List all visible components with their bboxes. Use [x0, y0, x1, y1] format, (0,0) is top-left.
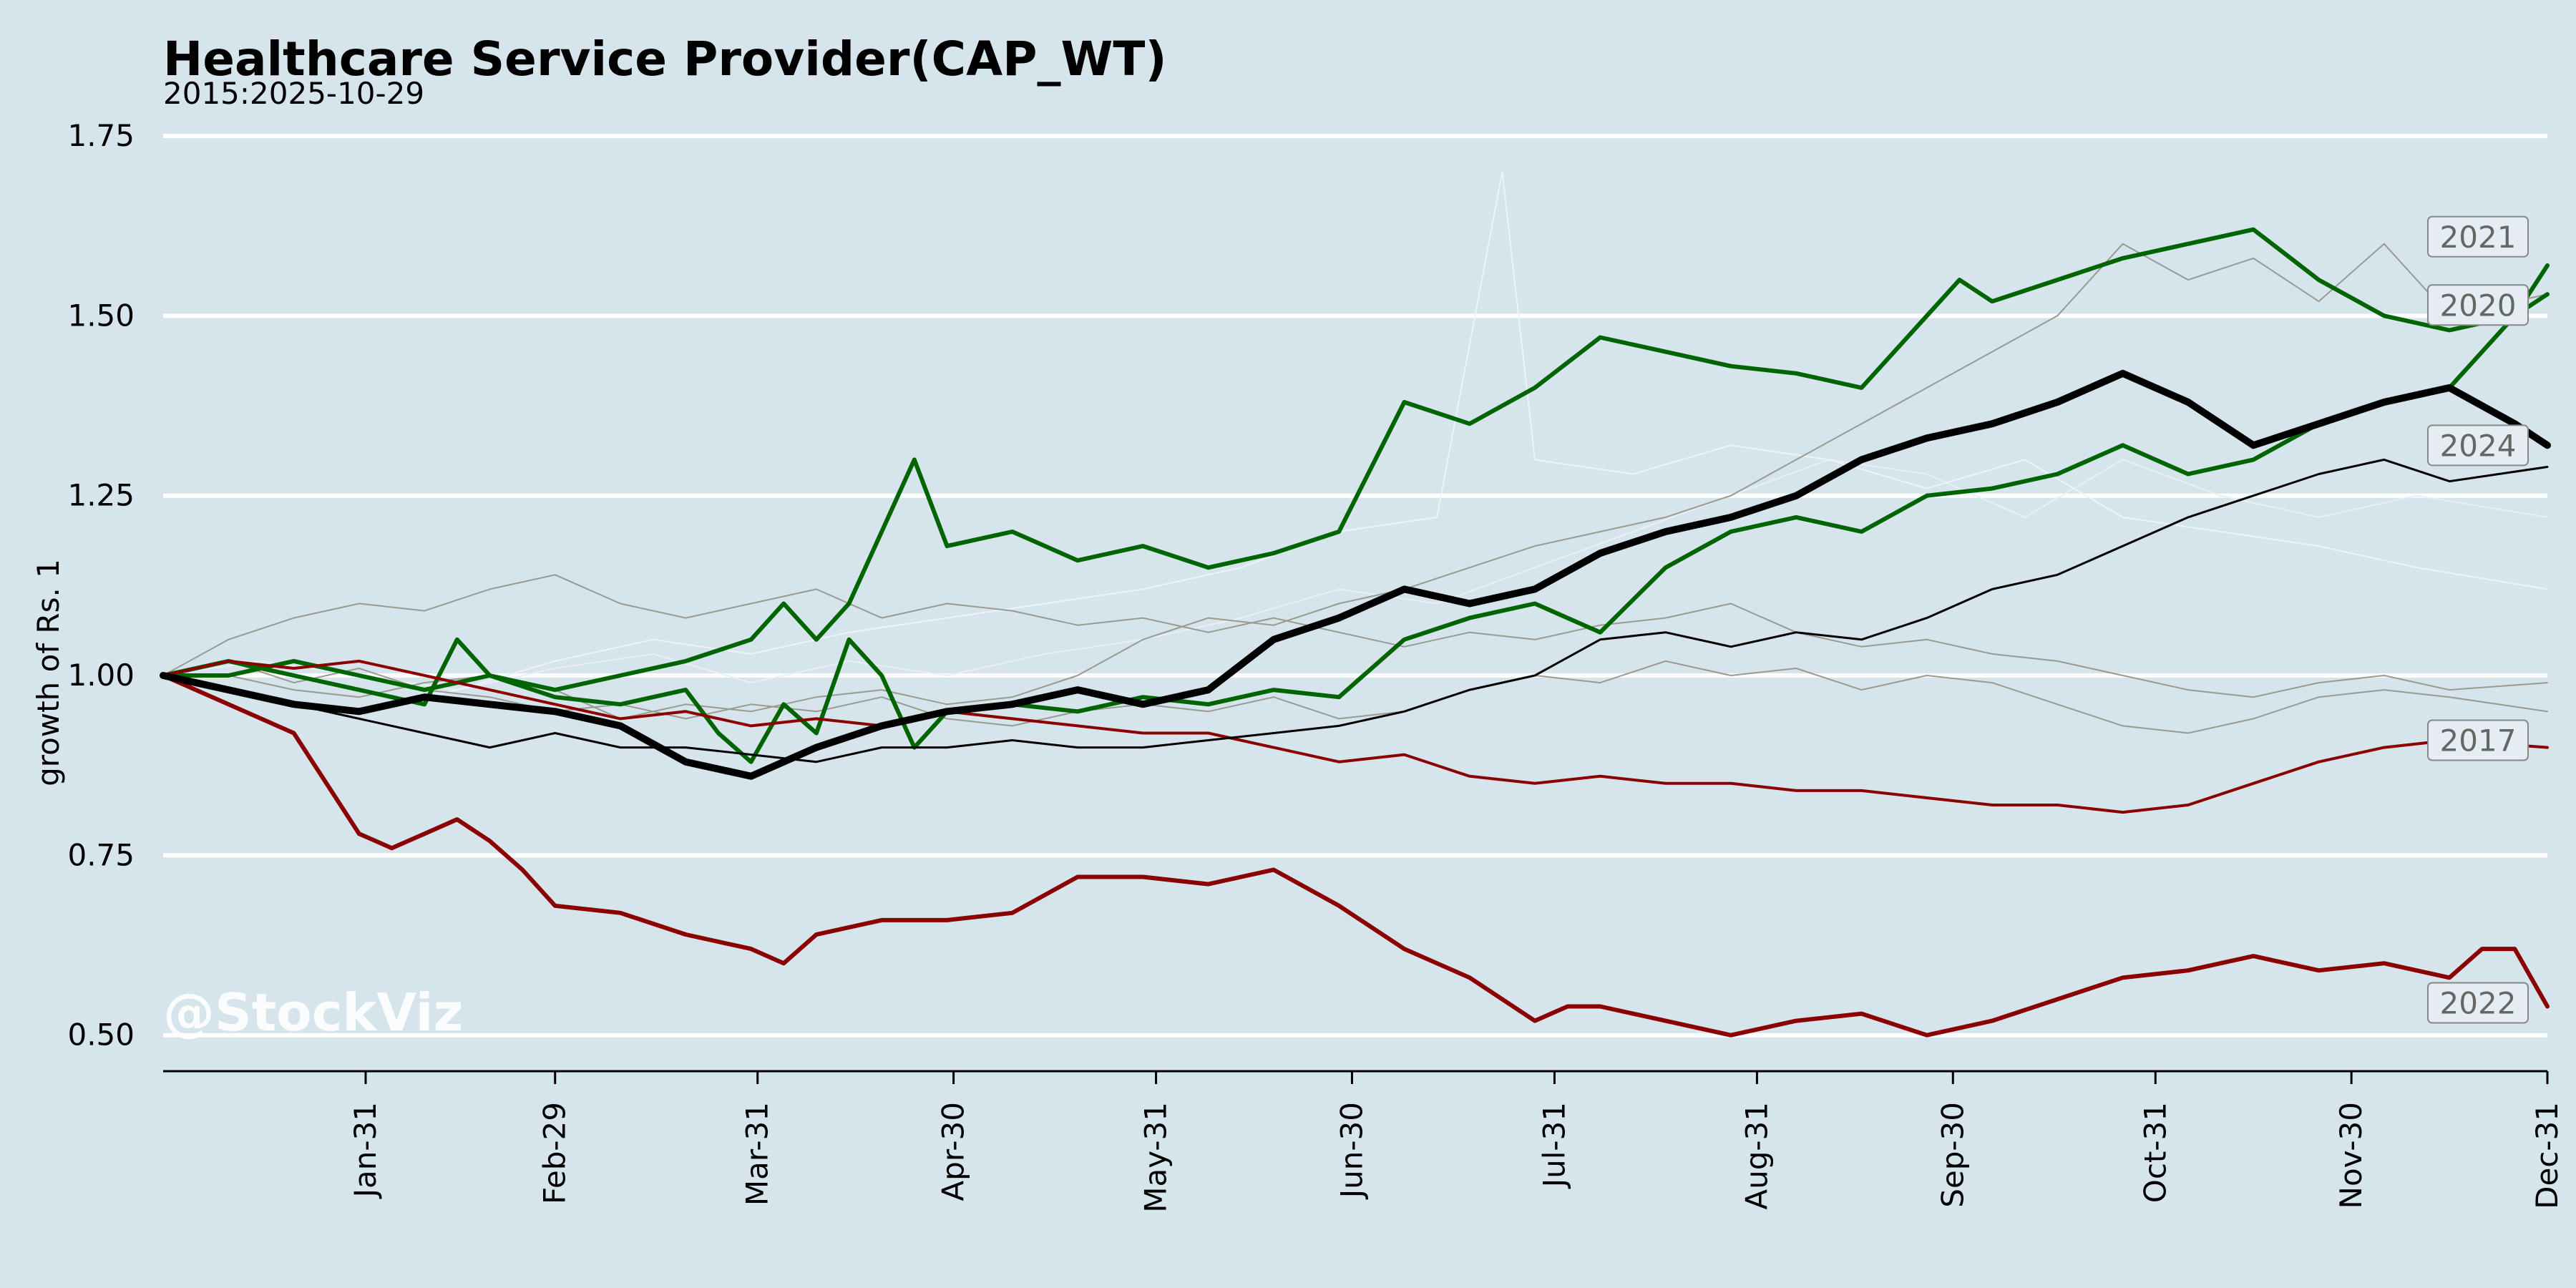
end-label-2021: 2021: [2427, 215, 2529, 258]
end-label-text: 2022: [2440, 985, 2517, 1020]
x-tick-label: Aug-31: [1739, 1102, 1774, 1210]
end-label-text: 2017: [2440, 723, 2517, 758]
series-line-2015: [162, 459, 2548, 691]
x-tick-label: Jul-31: [1536, 1102, 1571, 1189]
x-tick-label: Sep-30: [1935, 1102, 1970, 1208]
x-tick-label: Oct-31: [2137, 1102, 2172, 1203]
end-label-2024: 2024: [2427, 424, 2529, 467]
series-line-2018: [162, 574, 2548, 698]
y-tick-label: 1.75: [67, 118, 135, 153]
x-tick-label: Dec-31: [2529, 1102, 2565, 1209]
grid-lines: 0.50 0.75 1.00 1.25 1.50 1.75: [67, 118, 2547, 1053]
end-label-2020: 2020: [2427, 284, 2529, 326]
x-tick-label: Jan-31: [348, 1102, 383, 1199]
series-line-2024: [162, 458, 2549, 763]
series-line-2021: [161, 227, 2550, 693]
end-label-box: [2427, 284, 2529, 326]
end-label-text: 2021: [2440, 220, 2517, 255]
end-label-box: [2427, 424, 2529, 467]
end-label-box: [2427, 215, 2529, 258]
y-tick-label: 1.50: [67, 298, 135, 333]
x-tick-label: Feb-29: [537, 1102, 572, 1204]
x-tick-label: Mar-31: [740, 1102, 775, 1206]
x-axis: Jan-31 Feb-29 Mar-31 Apr-30 May-31 Jun-30 Jul-…: [163, 1070, 2565, 1213]
end-label-box: [2427, 982, 2529, 1024]
series-line-2016: [162, 171, 2548, 713]
x-tick-label: Apr-30: [936, 1102, 971, 1201]
end-label-text: 2020: [2440, 288, 2517, 323]
end-label-text: 2024: [2440, 428, 2517, 463]
series-lines: [160, 171, 2551, 1038]
chart-title: Healthcare Service Provider(CAP_WT): [163, 31, 1167, 87]
y-tick-label: 0.75: [67, 837, 135, 872]
end-labels: 2017 2020 2021 2022 2024: [2427, 215, 2529, 1024]
end-label-2022: 2022: [2427, 982, 2529, 1024]
y-tick-label: 0.50: [67, 1018, 135, 1053]
y-axis-label: growth of Rs. 1: [31, 559, 66, 786]
y-tick-label: 1.25: [67, 478, 135, 513]
x-tick-label: May-31: [1138, 1102, 1174, 1213]
chart-subtitle: 2015:2025-10-29: [163, 76, 424, 111]
series-line-2020: [161, 292, 2550, 764]
watermark: @StockViz: [163, 982, 463, 1043]
end-label-box: [2427, 719, 2529, 761]
end-label-2017: 2017: [2427, 719, 2529, 761]
series-line-2022: [161, 673, 2550, 1038]
x-tick-label: Jun-30: [1334, 1102, 1369, 1200]
x-tick-label: Nov-30: [2333, 1102, 2368, 1209]
series-line-2025: [160, 369, 2551, 780]
y-tick-label: 1.00: [67, 658, 135, 693]
series-line-2023: [162, 659, 2549, 814]
